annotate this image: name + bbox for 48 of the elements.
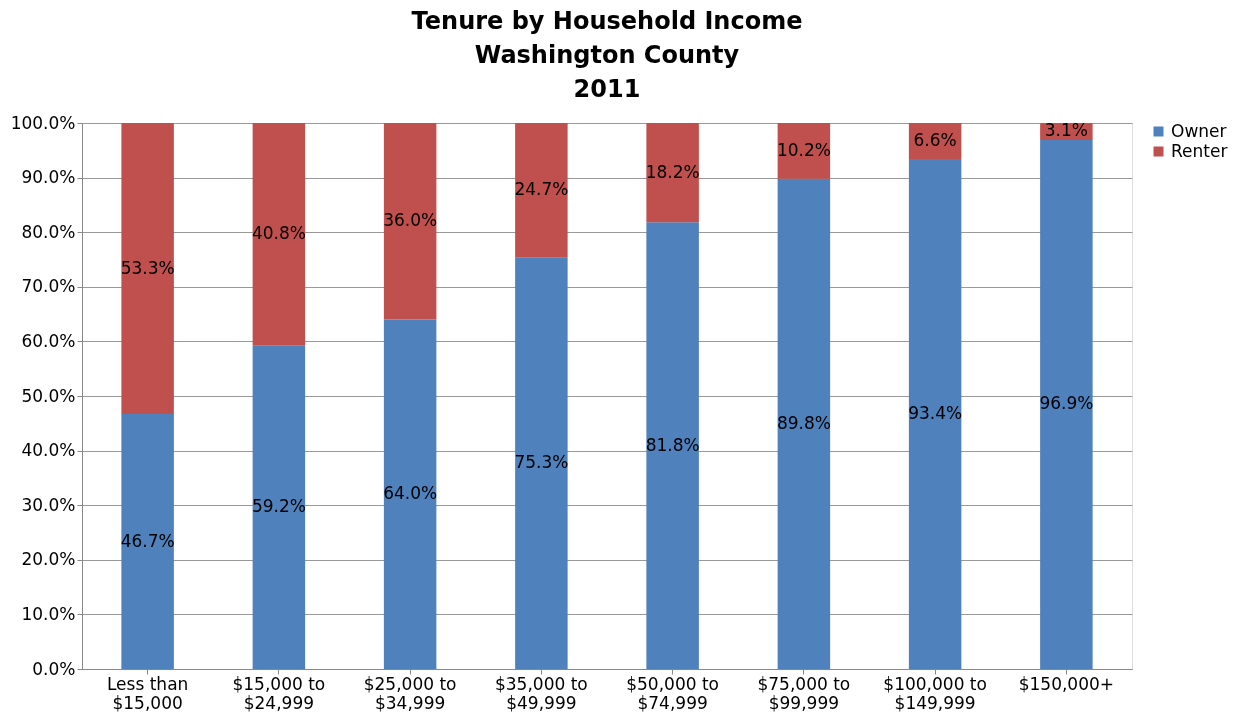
y-tick-label: 100.0% (10, 112, 76, 133)
y-tick-label: 70.0% (21, 276, 76, 297)
bar (1040, 139, 1093, 669)
data-label: 96.9% (1039, 393, 1094, 414)
data-label: 53.3% (120, 257, 175, 278)
bar (383, 123, 437, 320)
legend-label: Renter (1171, 140, 1228, 161)
data-label: 89.8% (776, 412, 831, 433)
bar (383, 319, 437, 669)
data-label: 40.8% (251, 223, 306, 244)
bar (908, 159, 962, 669)
y-tick-label: 80.0% (21, 221, 76, 242)
bar (252, 345, 306, 669)
bar (515, 257, 568, 669)
legend-label: Owner (1171, 120, 1227, 141)
data-label: 6.6% (913, 130, 957, 151)
y-tick-label: 30.0% (21, 494, 76, 515)
x-tick-label: $75,000 to $99,999 (757, 673, 851, 713)
bar (515, 123, 568, 258)
data-label: 46.7% (120, 530, 175, 551)
y-tick-label: 0.0% (32, 658, 76, 679)
x-tick-label: $15,000 to $24,999 (232, 673, 326, 713)
data-label: 81.8% (645, 434, 700, 455)
data-label: 59.2% (251, 496, 306, 517)
y-tick-label: 40.0% (21, 440, 76, 461)
y-tick-label: 10.0% (21, 603, 76, 624)
data-label: 3.1% (1044, 120, 1088, 141)
data-label: 75.3% (514, 452, 569, 473)
bar (646, 222, 699, 669)
bar (121, 414, 174, 669)
bar (252, 123, 306, 346)
x-tick-label: $25,000 to $34,999 (363, 673, 457, 713)
x-tick-label: Less than $15,000 (106, 673, 189, 713)
x-tick-label: $35,000 to $49,999 (494, 673, 588, 713)
y-tick-label: 20.0% (21, 549, 76, 570)
data-label: 10.2% (776, 139, 831, 160)
y-tick-label: 90.0% (21, 167, 76, 188)
x-tick-label: $50,000 to $74,999 (626, 673, 720, 713)
data-label: 18.2% (645, 161, 700, 182)
bar (777, 178, 831, 669)
x-tick-label: $100,000 to $149,999 (883, 673, 987, 713)
data-label: 24.7% (514, 179, 569, 200)
bar (646, 123, 699, 223)
y-tick-label: 50.0% (21, 385, 76, 406)
y-tick-label: 60.0% (21, 330, 76, 351)
chart-title: Tenure by Household Income Washington County 2011 (411, 7, 803, 103)
x-tick-label: $150,000+ (1018, 673, 1115, 694)
bar (121, 123, 174, 415)
